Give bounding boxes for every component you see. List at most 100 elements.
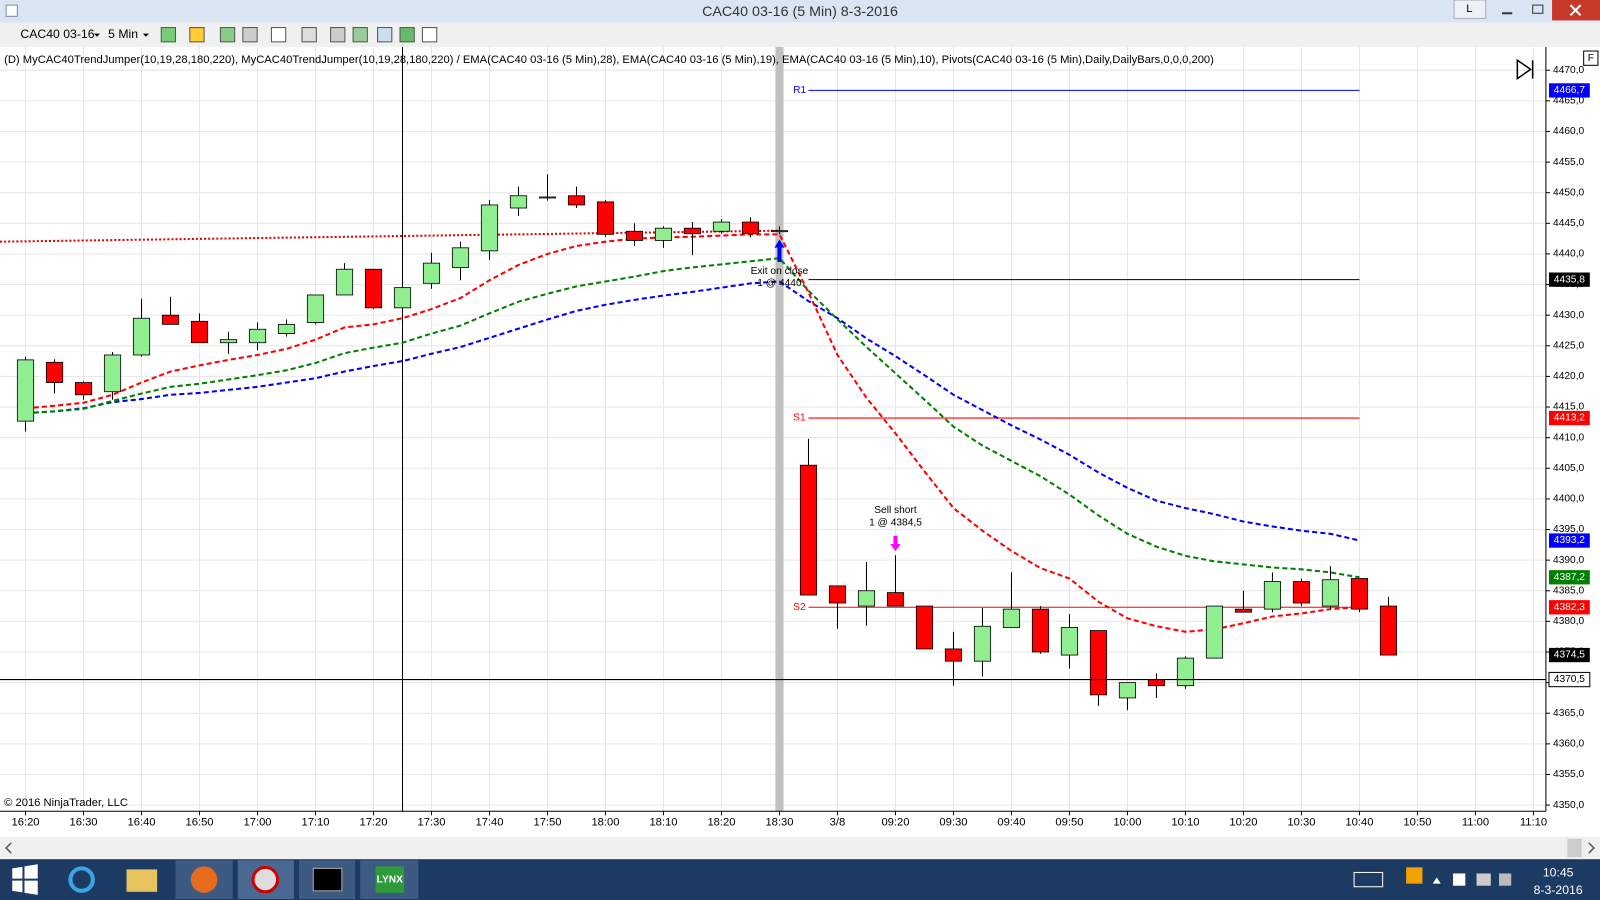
candle-body — [190, 320, 209, 344]
candle-body — [248, 328, 267, 344]
y-tick-label: 4445,0 — [1553, 218, 1584, 229]
price-flag — [1548, 600, 1590, 615]
candle-body — [1060, 627, 1079, 656]
y-tick-label: 4430,0 — [1553, 310, 1584, 321]
add-icon[interactable] — [219, 27, 236, 43]
icon[interactable] — [421, 27, 438, 43]
scroll-left[interactable] — [5, 842, 12, 854]
toolbar-icons[interactable] — [160, 27, 438, 43]
candle-body — [16, 359, 35, 422]
y-tick-label: 4410,0 — [1553, 432, 1584, 443]
icon[interactable] — [377, 27, 393, 43]
lynx-icon — [375, 866, 405, 893]
tray-icon[interactable] — [1476, 873, 1491, 886]
scroll-thumb[interactable] — [1567, 838, 1582, 858]
ie-icon[interactable] — [68, 866, 95, 893]
trade-label: Exit on close — [751, 266, 809, 277]
cmd-icon — [312, 867, 343, 892]
y-tick-label: 4440,0 — [1553, 249, 1584, 260]
scroll-right[interactable] — [1588, 842, 1595, 854]
candle-body — [74, 382, 93, 396]
candle-body — [596, 201, 615, 235]
zoom-icon[interactable] — [301, 27, 317, 43]
title-bar — [0, 0, 1600, 23]
candle-body — [451, 247, 470, 268]
y-tick-label: 4350,0 — [1553, 800, 1584, 811]
candle-body — [1350, 578, 1369, 610]
flag-box[interactable] — [1583, 50, 1599, 66]
y-tick-label: 4360,0 — [1553, 739, 1584, 750]
y-tick-label: 4450,0 — [1553, 187, 1584, 198]
close-icon — [1569, 4, 1582, 17]
restore-button[interactable] — [1532, 4, 1544, 14]
price-flag-label: 4382,3 — [1554, 602, 1585, 613]
bar-type-icon[interactable] — [160, 27, 177, 43]
x-tick-label: 18:20 — [707, 816, 735, 828]
y-tick-label: 4405,0 — [1553, 463, 1584, 474]
y-tick-label: 4390,0 — [1553, 555, 1584, 566]
trade-arrow — [774, 239, 785, 262]
play-icon[interactable] — [1516, 58, 1534, 81]
keyboard-icon[interactable] — [1353, 871, 1384, 888]
remove-icon[interactable] — [242, 27, 258, 43]
ema-line — [25, 280, 1360, 542]
draw-icon[interactable] — [189, 27, 205, 43]
candle-body — [364, 268, 383, 309]
explorer-icon[interactable] — [126, 869, 158, 892]
copyright: © 2016 NinjaTrader, LLC — [4, 797, 128, 809]
candle-body — [828, 585, 847, 604]
x-tick-label: 17:50 — [533, 816, 561, 828]
x-tick-label: 3/8 — [830, 816, 846, 828]
price-flag-label: 4413,2 — [1554, 413, 1585, 424]
app-icon — [5, 4, 18, 17]
x-tick-label: 10:00 — [1113, 816, 1141, 828]
y-tick-label: 4355,0 — [1553, 769, 1584, 780]
candle-body — [1263, 581, 1282, 610]
candle-body — [161, 314, 180, 325]
crosshair-icon[interactable] — [270, 27, 287, 43]
tray-icon[interactable] — [1453, 873, 1466, 886]
button-l-label: L — [1466, 3, 1472, 15]
candle-body — [567, 195, 586, 206]
scrollbar[interactable] — [0, 836, 1600, 860]
x-tick-label: 17:30 — [417, 816, 445, 828]
price-flag — [1548, 410, 1590, 426]
candle-body — [886, 592, 905, 607]
y-tick-label: 4420,0 — [1553, 371, 1584, 382]
x-tick-label: 09:50 — [1055, 816, 1083, 828]
x-tick-label: 16:30 — [69, 816, 97, 828]
x-tick-label: 16:20 — [11, 816, 39, 828]
start-button[interactable] — [12, 864, 38, 895]
tray-expand[interactable] — [1432, 877, 1441, 884]
price-flag — [1548, 533, 1590, 548]
icon[interactable] — [399, 27, 415, 43]
y-tick-label: 4365,0 — [1553, 708, 1584, 719]
x-tick-label: 10:40 — [1345, 816, 1373, 828]
dropdown-arrow — [142, 33, 149, 37]
crosshair-y-label: 4370,5 — [1554, 674, 1585, 685]
icon[interactable] — [330, 27, 346, 43]
candle-body — [219, 339, 238, 344]
symbol-selector[interactable]: CAC40 03-16 — [20, 27, 94, 41]
x-tick-label: 09:30 — [939, 816, 967, 828]
icon[interactable] — [352, 27, 368, 43]
price-flag-label: 4393,2 — [1554, 535, 1585, 546]
x-tick-label: 18:10 — [649, 816, 677, 828]
clock-date[interactable]: 8-3-2016 — [1534, 883, 1583, 897]
clock-time[interactable]: 10:45 — [1543, 866, 1574, 880]
tray-icon[interactable] — [1406, 867, 1423, 884]
x-tick-label: 10:20 — [1229, 816, 1257, 828]
y-tick-label: 4455,0 — [1553, 157, 1584, 168]
flag-label: F — [1588, 53, 1594, 64]
trade-label: Sell short — [874, 505, 917, 516]
ninjatrader-icon — [251, 865, 280, 894]
interval-selector[interactable]: 5 Min — [108, 27, 138, 41]
pivot-name: R1 — [793, 85, 806, 96]
candle-body — [277, 323, 296, 334]
lynx-label: LYNX — [377, 874, 403, 885]
tray-icon[interactable] — [1498, 873, 1512, 886]
windows-logo — [12, 864, 38, 895]
button-l[interactable] — [1453, 0, 1487, 19]
minimize-button[interactable] — [1502, 12, 1513, 15]
